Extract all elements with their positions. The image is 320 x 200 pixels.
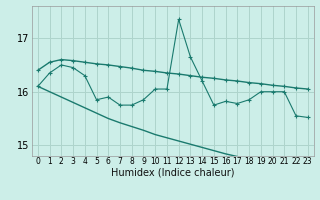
X-axis label: Humidex (Indice chaleur): Humidex (Indice chaleur) bbox=[111, 168, 235, 178]
